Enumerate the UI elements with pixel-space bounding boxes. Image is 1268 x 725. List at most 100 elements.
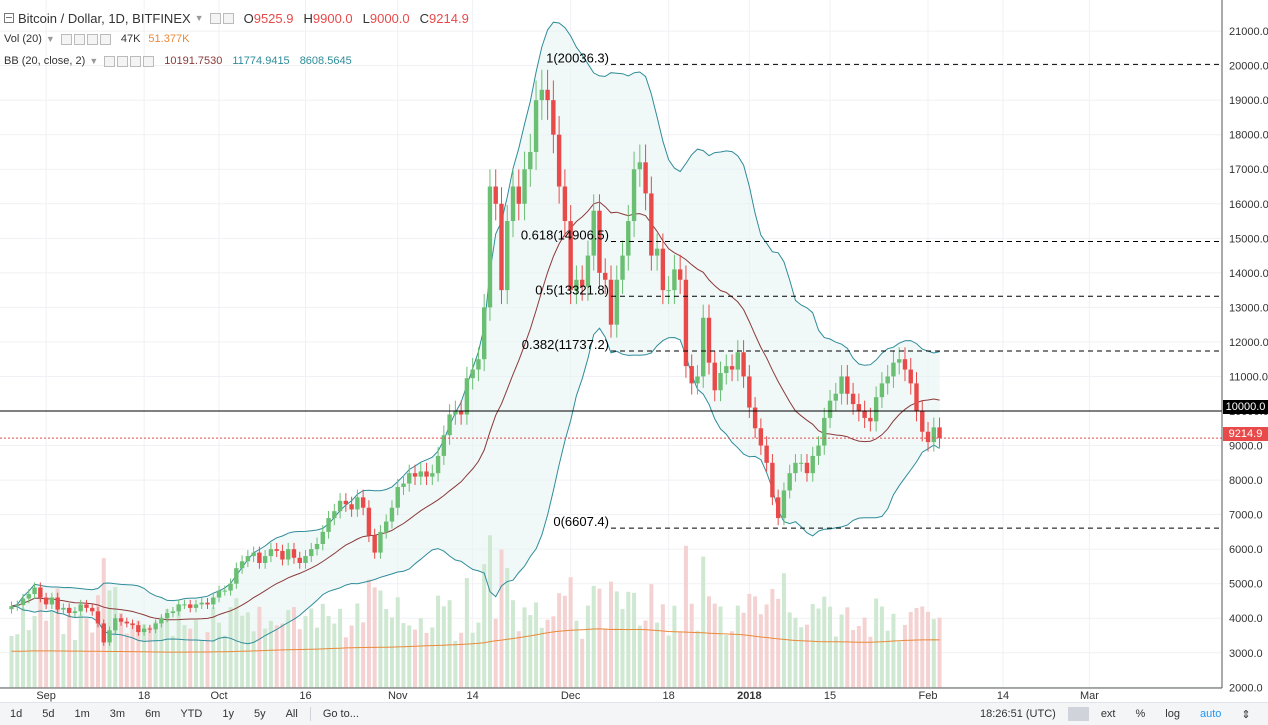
volume-bar [902,624,907,688]
volume-bar [914,607,919,688]
candle-body [268,549,274,557]
candle-body [528,151,533,170]
candle-body [303,556,308,563]
log-toggle[interactable]: log [1165,708,1180,720]
time-tick-label: 2018 [737,690,761,702]
candle-body [90,607,95,612]
settings-icon[interactable] [117,55,129,67]
volume-bar [568,577,573,688]
volume-bar [891,613,896,688]
candle-body [32,587,37,595]
timeframe-1d[interactable]: 1d [10,708,23,720]
volume-bar [147,626,152,688]
timeframe-all[interactable]: All [285,708,298,720]
add-icon[interactable] [86,33,98,45]
chevron-down-icon[interactable]: ▼ [194,13,204,23]
volume-bar [764,604,769,688]
timeframe-ytd[interactable]: YTD [180,708,203,720]
timeframe-1y[interactable]: 1y [222,708,234,720]
candle-body [804,462,810,474]
timeframe-1m[interactable]: 1m [74,708,90,720]
candle-body [153,623,158,630]
timeframe-5d[interactable]: 5d [42,708,55,720]
timeframe-3m[interactable]: 3m [109,708,126,720]
volume-bar [447,600,452,688]
eye-icon[interactable] [60,33,72,45]
candle-body [591,210,596,256]
close-icon[interactable] [143,55,155,67]
volume-bar [44,620,49,688]
volume-bar [332,623,337,688]
goto-button[interactable]: Go to... [322,708,359,720]
volume-ma-value: 51.377K [148,33,190,45]
time-tick-label: Dec [561,690,581,702]
volume-bar [511,600,516,688]
timeframe-6m[interactable]: 6m [145,708,161,720]
settings-icon[interactable] [73,33,85,45]
candle-body [873,397,879,422]
settings-icon[interactable] [222,12,234,24]
candle-body [49,597,55,605]
eye-icon[interactable] [209,12,221,24]
volume-bar [361,622,366,688]
volume-bar [326,616,331,688]
timeframe-5y[interactable]: 5y [253,708,266,720]
candle-body [401,483,406,487]
volume-bar [695,630,700,688]
price-tick-label: 18000.0 [1229,130,1268,142]
chevron-down-icon[interactable]: ▼ [89,56,99,66]
volume-legend-label[interactable]: Vol (20) [4,33,42,45]
bottom-toolbar: 1d 5d 1m 3m 6m YTD 1y 5y All Go to... 18… [0,702,1268,725]
volume-bar [130,625,135,688]
auto-toggle[interactable]: auto [1199,708,1222,720]
volume-bar [228,607,233,688]
candle-body [366,507,372,536]
ext-toggle[interactable]: ext [1100,708,1116,720]
candle-body [908,369,913,384]
volume-bar [701,556,706,688]
candle-body [389,507,395,522]
volume-bar [343,637,348,688]
candle-body [159,618,164,624]
volume-bar [528,615,533,688]
candle-body [499,203,504,291]
add-icon[interactable] [130,55,142,67]
candle-body [26,594,32,599]
close-icon[interactable] [99,33,111,45]
volume-bar [303,616,308,688]
volume-bar [21,608,26,688]
price-chart[interactable]: 1(20036.3) 0.618(14906.5) 0.5(13321.8) 0.38… [0,0,1268,702]
symbol-title[interactable]: Bitcoin / Dollar, 1D, BITFINEX [18,10,191,26]
chevron-down-icon[interactable]: ▼ [45,34,55,44]
ohlc-close: C9214.9 [419,10,469,26]
candle-body [349,504,354,510]
candle-body [205,602,210,605]
collapse-icon[interactable] [4,13,14,23]
volume-bar [833,636,838,688]
candle-body [297,557,302,563]
price-axis-bg [1222,0,1268,702]
candle-body [257,552,262,563]
candle-body [136,625,141,633]
fib-level-label: 0(6607.4) [553,514,609,529]
candle-body [337,500,343,512]
eye-icon[interactable] [104,55,116,67]
volume-bar [372,587,377,688]
candle-body [833,393,839,401]
candle-body [510,186,516,222]
ohlc-open: O9525.9 [243,10,294,26]
volume-bar [176,610,181,688]
candle-body [608,279,614,325]
percent-toggle[interactable]: % [1135,708,1146,720]
candle-body [637,162,643,170]
volume-bar [574,620,579,688]
bb-legend-label[interactable]: BB (20, close, 2) [4,55,86,67]
candle-body [839,376,844,394]
chevron-up-icon[interactable]: ⇕ [1241,708,1251,721]
candle-body [211,597,216,605]
volume-bar [418,618,423,688]
volume-bar [430,627,435,688]
volume-bar [424,632,429,688]
candle-body [799,462,804,464]
candle-body [435,455,441,474]
